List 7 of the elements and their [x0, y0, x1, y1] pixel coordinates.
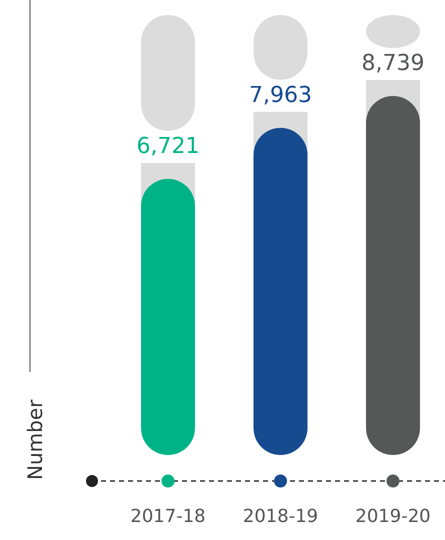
data-label: 7,963	[249, 82, 312, 108]
data-label: 6,721	[136, 134, 200, 159]
y-axis-title: Number	[23, 398, 47, 480]
x-tick-label: 2019-20	[355, 506, 431, 527]
x-tick-label: 2018-19	[242, 506, 318, 527]
x-tick-label: 2017-18	[130, 506, 206, 527]
data-label: 8,739	[362, 51, 424, 76]
